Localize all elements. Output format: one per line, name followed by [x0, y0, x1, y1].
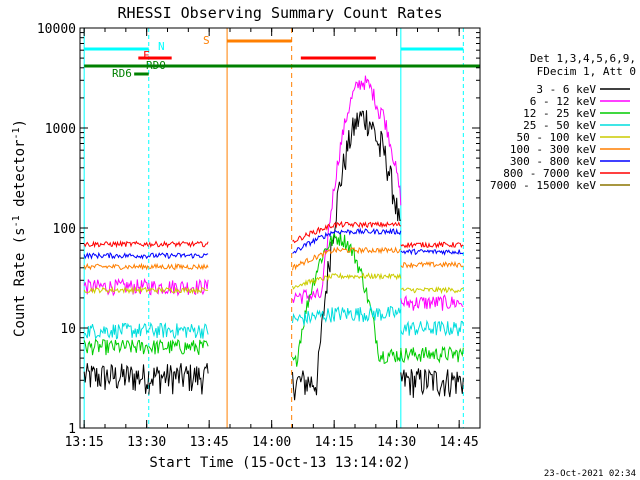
- x-axis: 13:15 13:30 13:45 14:00 14:15 14:30 14:45: [65, 28, 481, 450]
- legend-entry-label: 12 - 25 keV: [523, 107, 596, 120]
- y-label-end: ): [12, 119, 28, 127]
- rdo-flag-label: RDO: [146, 59, 166, 72]
- y-axis-label: Count Rate (s-1 detector-1): [11, 119, 28, 337]
- series-line: [83, 227, 464, 260]
- legend-entry-label: 3 - 6 keV: [536, 83, 596, 96]
- legend-entry-label: 6 - 12 keV: [530, 95, 597, 108]
- y-label-main: Count Rate (s: [12, 227, 28, 337]
- y-tick-label: 1000: [45, 122, 76, 137]
- y-label-mid: detector: [12, 140, 28, 216]
- series-line: [83, 246, 464, 271]
- series-line: [83, 220, 464, 249]
- legend-entry-label: 100 - 300 keV: [510, 143, 596, 156]
- y-label-sup1: -1: [11, 215, 22, 227]
- x-tick-label: 14:15: [315, 435, 354, 450]
- legend-entry-label: 7000 - 15000 keV: [490, 179, 596, 192]
- legend-header-line: FDecim 1, Att 0: [537, 65, 636, 78]
- legend-header-line: Det 1,3,4,5,6,9,: [530, 52, 636, 65]
- legend-entry-label: 800 - 7000 keV: [503, 167, 596, 180]
- series-line: [83, 75, 464, 311]
- chart-title: RHESSI Observing Summary Count Rates: [117, 4, 442, 22]
- x-tick-label: 14:00: [252, 435, 291, 450]
- x-tick-label: 13:45: [190, 435, 229, 450]
- x-tick-label: 13:30: [127, 435, 166, 450]
- y-axis: 1 10 100 1000 10000: [37, 22, 480, 437]
- plot-content: NF S RDO RD6: [83, 28, 480, 428]
- y-tick-label: 100: [53, 222, 76, 237]
- legend: Det 1,3,4,5,6,9,FDecim 1, Att 0 3 - 6 keV…: [490, 52, 636, 192]
- legend-entry-label: 25 - 50 keV: [523, 119, 596, 132]
- y-label-sup2: -1: [11, 127, 22, 139]
- series-line: [84, 304, 464, 340]
- f-flag-label: F: [143, 49, 150, 62]
- x-tick-label: 14:30: [377, 435, 416, 450]
- s-flag-label: S: [203, 34, 210, 47]
- legend-entry-label: 50 - 100 keV: [517, 131, 597, 144]
- x-axis-label: Start Time (15-Oct-13 13:14:02): [149, 455, 410, 471]
- plot-frame: [79, 27, 481, 429]
- y-tick-label: 1: [68, 422, 76, 437]
- series-line: [83, 110, 464, 401]
- generation-timestamp: 23-Oct-2021 02:34: [544, 469, 636, 479]
- y-tick-label: 10: [60, 322, 76, 337]
- series-line: [83, 272, 464, 295]
- x-tick-label: 14:45: [440, 435, 479, 450]
- series-line: [83, 231, 464, 367]
- n-flag-label: N: [158, 40, 165, 53]
- legend-entry-label: 300 - 800 keV: [510, 155, 596, 168]
- y-tick-label: 10000: [37, 22, 76, 37]
- rd6-flag-label: RD6: [112, 67, 132, 80]
- x-tick-label: 13:15: [65, 435, 104, 450]
